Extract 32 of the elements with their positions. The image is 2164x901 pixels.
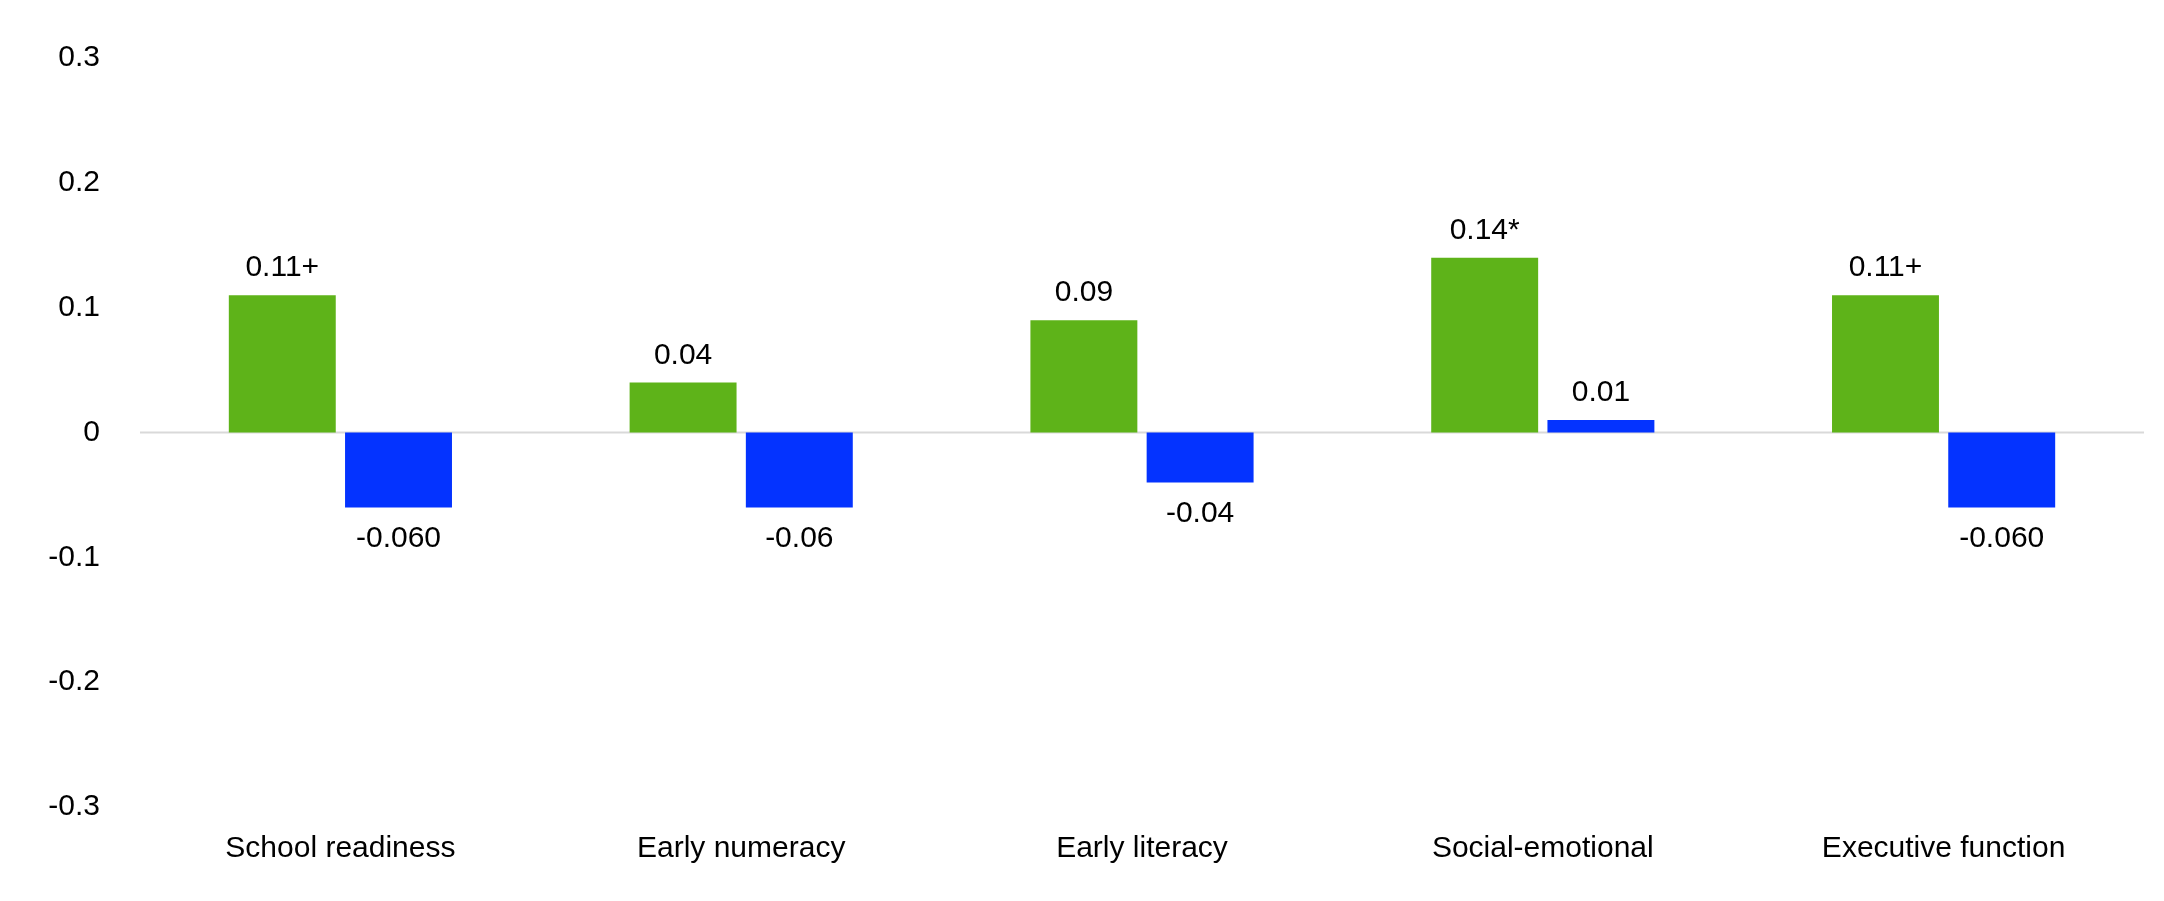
data-label: -0.060 [355,519,442,553]
data-label: 0.09 [1054,274,1114,308]
bar [1030,320,1138,433]
y-tick-label: 0.3 [58,39,100,73]
x-tick-label: Social-emotional [1431,830,1654,864]
y-tick-label: 0.2 [58,164,100,198]
data-label: -0.060 [1959,519,2045,553]
y-tick-label: 0.1 [58,288,100,322]
bar [1431,257,1539,433]
data-label: 0.14* [1449,212,1521,245]
data-label: 0.04 [653,336,713,370]
y-tick-label: -0.3 [48,788,100,822]
y-tick-label: 0 [83,413,100,447]
bar [345,432,452,508]
bar [1948,432,2056,508]
data-label: 0.11+ [245,249,320,283]
x-tick-label: Executive function [1821,830,2066,864]
x-tick-label: School readiness [225,830,456,864]
bar [228,295,336,433]
x-tick-label: Early numeracy [637,830,846,864]
bar [1547,420,1655,433]
data-label: -0.06 [765,519,834,553]
y-tick-label: -0.1 [48,538,100,572]
y-tick-label: -0.2 [48,663,100,697]
bar [629,382,737,433]
bar [1146,432,1254,483]
bar [745,432,853,508]
bar [1832,295,1939,433]
data-label: 0.11+ [1848,249,1923,283]
data-label: 0.01 [1571,374,1631,408]
data-label: -0.04 [1165,494,1235,528]
x-tick-label: Early literacy [1056,830,1228,864]
